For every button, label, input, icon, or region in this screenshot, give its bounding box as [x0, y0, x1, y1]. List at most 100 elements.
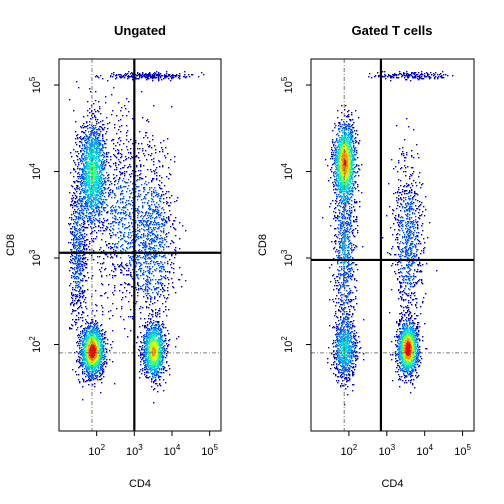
scatter-point	[165, 278, 166, 279]
scatter-point	[120, 193, 121, 194]
scatter-point	[128, 179, 129, 180]
scatter-point	[99, 336, 100, 337]
scatter-point	[126, 290, 127, 291]
scatter-point	[168, 294, 169, 295]
scatter-point	[103, 175, 104, 176]
scatter-point	[181, 286, 182, 287]
scatter-point	[98, 368, 99, 369]
scatter-point	[95, 191, 96, 192]
scatter-point	[86, 173, 87, 174]
scatter-point	[100, 203, 101, 204]
scatter-point	[78, 317, 79, 318]
scatter-point	[104, 202, 105, 203]
scatter-point	[156, 224, 157, 225]
scatter-point	[163, 276, 164, 277]
scatter-point	[96, 195, 97, 196]
scatter-point	[146, 359, 147, 360]
scatter-point	[117, 264, 118, 265]
scatter-point	[108, 311, 109, 312]
scatter-point	[87, 152, 88, 153]
scatter-point	[106, 349, 107, 350]
scatter-point	[98, 363, 99, 364]
scatter-point	[149, 266, 150, 267]
scatter-point	[125, 241, 126, 242]
scatter-point	[78, 216, 79, 217]
scatter-point	[140, 165, 141, 166]
scatter-point	[151, 336, 152, 337]
scatter-point	[71, 214, 72, 215]
scatter-point	[169, 271, 170, 272]
scatter-point	[91, 345, 92, 346]
scatter-point	[111, 183, 112, 184]
scatter-point	[143, 236, 144, 237]
scatter-point	[83, 247, 84, 248]
scatter-point	[109, 229, 110, 230]
scatter-point	[153, 161, 154, 162]
scatter-point	[77, 345, 78, 346]
scatter-point	[137, 217, 138, 218]
scatter-point	[86, 345, 87, 346]
scatter-point	[86, 200, 87, 201]
scatter-point	[136, 275, 137, 276]
scatter-point	[139, 377, 140, 378]
scatter-point	[68, 242, 69, 243]
scatter-point	[109, 318, 110, 319]
scatter-point	[106, 161, 107, 162]
scatter-point	[89, 373, 90, 374]
scatter-point	[88, 384, 89, 385]
scatter-point	[73, 273, 74, 274]
scatter-point	[115, 211, 116, 212]
scatter-point	[87, 125, 88, 126]
scatter-point	[149, 187, 150, 188]
scatter-point	[145, 150, 146, 151]
scatter-point	[125, 250, 126, 251]
scatter-point	[100, 181, 101, 182]
scatter-point	[161, 256, 162, 257]
scatter-point	[105, 143, 106, 144]
scatter-point	[143, 272, 144, 273]
scatter-point	[169, 259, 170, 260]
scatter-point	[160, 188, 161, 189]
scatter-point	[89, 249, 90, 250]
scatter-point	[103, 376, 104, 377]
scatter-point	[158, 279, 159, 280]
scatter-point	[166, 355, 167, 356]
scatter-point	[80, 303, 81, 304]
scatter-point	[158, 265, 159, 266]
scatter-point	[160, 289, 161, 290]
scatter-point	[70, 262, 71, 263]
scatter-point	[101, 239, 102, 240]
scatter-point	[107, 188, 108, 189]
scatter-point	[156, 231, 157, 232]
scatter-point	[168, 167, 169, 168]
scatter-point	[98, 195, 99, 196]
scatter-point	[93, 177, 94, 178]
scatter-point	[80, 176, 81, 177]
scatter-point	[145, 266, 146, 267]
scatter-point	[81, 157, 82, 158]
scatter-point	[80, 191, 81, 192]
scatter-point	[143, 256, 144, 257]
scatter-point	[115, 150, 116, 151]
scatter-point	[156, 167, 157, 168]
scatter-point	[125, 227, 126, 228]
scatter-point	[157, 235, 158, 236]
scatter-point	[111, 197, 112, 198]
scatter-point	[71, 313, 72, 314]
scatter-point	[101, 342, 102, 343]
scatter-point	[143, 284, 144, 285]
scatter-point	[131, 240, 132, 241]
scatter-point	[140, 194, 141, 195]
scatter-point	[86, 168, 87, 169]
scatter-point	[143, 221, 144, 222]
scatter-point	[118, 212, 119, 213]
scatter-point	[70, 283, 71, 284]
scatter-point	[103, 157, 104, 158]
scatter-point	[80, 293, 81, 294]
scatter-point	[79, 241, 80, 242]
scatter-point	[144, 351, 145, 352]
scatter-point	[146, 336, 147, 337]
scatter-point	[76, 278, 77, 279]
scatter-point	[79, 289, 80, 290]
scatter-point	[93, 129, 94, 130]
